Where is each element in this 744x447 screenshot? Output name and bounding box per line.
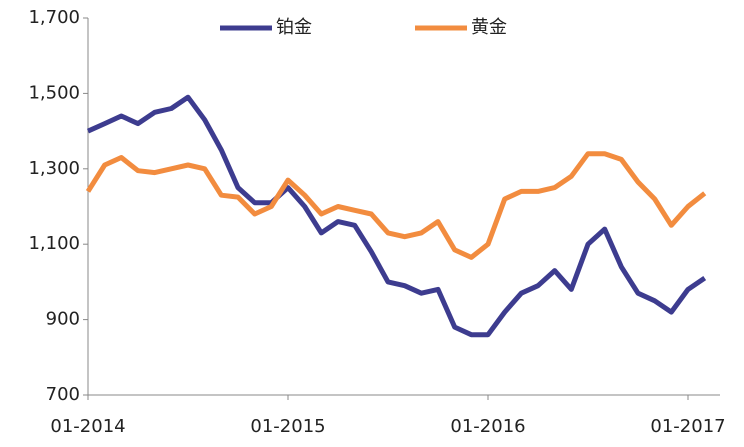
series-line	[85, 151, 707, 260]
y-tick-label: 700	[46, 384, 80, 405]
y-tick-label: 1,300	[28, 158, 80, 179]
y-tick-label: 1,100	[28, 233, 80, 254]
x-tick-label: 01-2014	[50, 416, 125, 437]
y-tick-label: 1,500	[28, 82, 80, 103]
series-line	[86, 94, 707, 338]
y-tick-label: 900	[46, 309, 80, 330]
x-tick-label: 01-2017	[650, 416, 725, 437]
y-tick-label: 1,700	[28, 7, 80, 28]
legend-label: 黄金	[471, 17, 507, 38]
legend-label: 铂金	[276, 17, 312, 38]
x-tick-label: 01-2016	[450, 416, 525, 437]
x-tick-label: 01-2015	[250, 416, 325, 437]
